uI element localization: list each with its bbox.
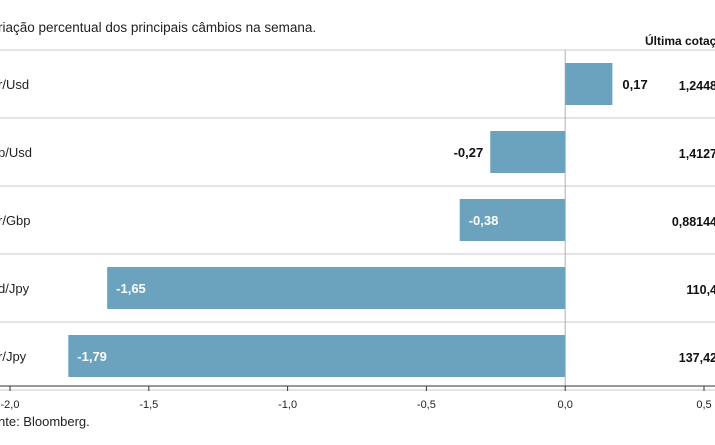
bar xyxy=(107,267,566,309)
bar xyxy=(490,131,566,173)
last-quote-value: 137,42 xyxy=(679,351,715,365)
bar xyxy=(459,199,566,241)
last-quote-value: 1,4127 xyxy=(679,147,715,161)
grid-lines xyxy=(0,49,715,391)
last-quote-value: 1,2448 xyxy=(679,79,715,93)
category-label: r/Jpy xyxy=(0,349,27,364)
value-label: 0,17 xyxy=(622,77,647,92)
chart-subtitle: riação percentual dos principais câmbios… xyxy=(0,20,316,35)
x-tick-label: -1,0 xyxy=(278,399,297,411)
value-label: -1,65 xyxy=(116,281,146,296)
x-tick-label: 0,0 xyxy=(558,399,573,411)
last-quote-value: 110,4 xyxy=(686,283,715,297)
x-axis: -2,0 -1,5 -1,0 -0,5 0,0 0,5 xyxy=(0,385,715,411)
value-label: -0,27 xyxy=(454,145,484,160)
bar xyxy=(565,63,613,105)
last-quote-value: 0,88144 xyxy=(672,215,715,229)
source-note: nte: Bloomberg. xyxy=(0,414,90,429)
x-tick-label: -1,5 xyxy=(139,399,158,411)
category-label: d/Jpy xyxy=(0,281,30,296)
x-tick-label: -2,0 xyxy=(1,399,20,411)
category-label: p/Usd xyxy=(0,145,32,160)
labels-group: r/Usd 0,17 1,2448 p/Usd -0,27 1,4127 r/Gbp -0,3… xyxy=(0,77,715,365)
x-tick-label: 0,5 xyxy=(696,399,711,411)
category-label: r/Usd xyxy=(0,77,29,92)
last-quote-header: Última cotaç xyxy=(645,33,715,48)
bars-group xyxy=(68,63,613,377)
category-label: r/Gbp xyxy=(0,213,31,228)
value-label: -0,38 xyxy=(469,213,499,228)
bar xyxy=(68,335,566,377)
x-tick-label: -0,5 xyxy=(417,399,436,411)
value-label: -1,79 xyxy=(77,349,107,364)
